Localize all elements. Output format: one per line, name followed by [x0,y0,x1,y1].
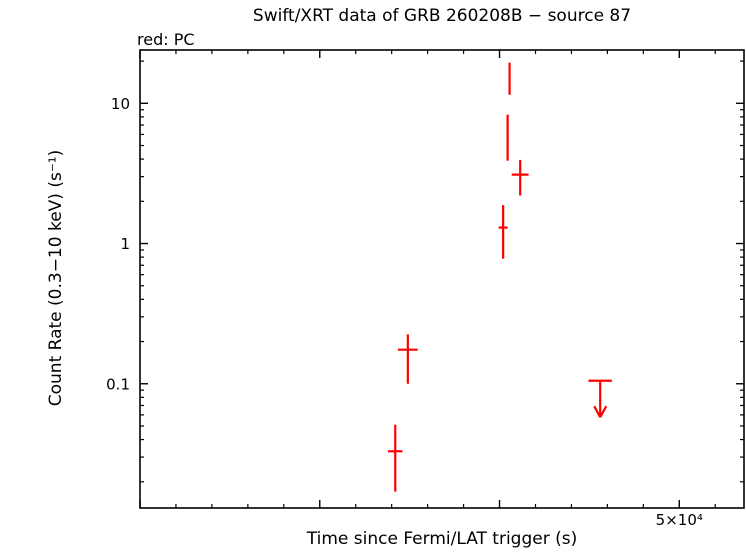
data-point [511,159,529,196]
plot-frame [139,49,745,509]
data-point [498,205,508,259]
upper-limit-arrow [588,379,612,418]
mode-label: red: PC [137,30,195,49]
arrow-head-right [599,405,608,418]
x-axis-label: Time since Fermi/LAT trigger (s) [306,529,578,549]
data-point [388,424,403,492]
data-point [506,114,509,161]
data-point [397,334,418,384]
chart-title: Swift/XRT data of GRB 260208B − source 8… [252,6,632,26]
y-tick-label: 10 [111,95,130,113]
y-axis-label: Count Rate (0.3−10 keV) (s⁻¹) [46,149,66,407]
y-tick-label: 0.1 [106,375,130,393]
x-tick-label: 5×10⁴ [656,511,703,529]
arrow-head-left [593,405,602,418]
data-point [508,62,511,95]
y-tick-label: 1 [120,235,130,253]
